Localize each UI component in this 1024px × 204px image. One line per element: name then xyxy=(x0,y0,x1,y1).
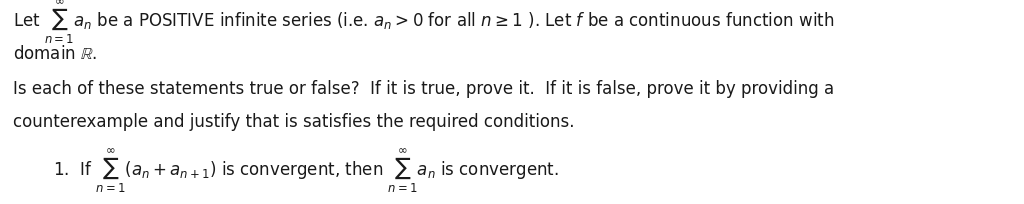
Text: Is each of these statements true or false?  If it is true, prove it.  If it is f: Is each of these statements true or fals… xyxy=(13,80,835,98)
Text: domain $\mathbb{R}$.: domain $\mathbb{R}$. xyxy=(13,45,97,63)
Text: 1.  If $\sum_{n=1}^{\infty}(a_n + a_{n+1})$ is convergent, then $\sum_{n=1}^{\in: 1. If $\sum_{n=1}^{\infty}(a_n + a_{n+1}… xyxy=(53,146,559,195)
Text: Let $\sum_{n=1}^{\infty} a_n$ be a POSITIVE infinite series (i.e. $a_n > 0$ for : Let $\sum_{n=1}^{\infty} a_n$ be a POSIT… xyxy=(13,0,835,46)
Text: counterexample and justify that is satisfies the required conditions.: counterexample and justify that is satis… xyxy=(13,112,574,130)
